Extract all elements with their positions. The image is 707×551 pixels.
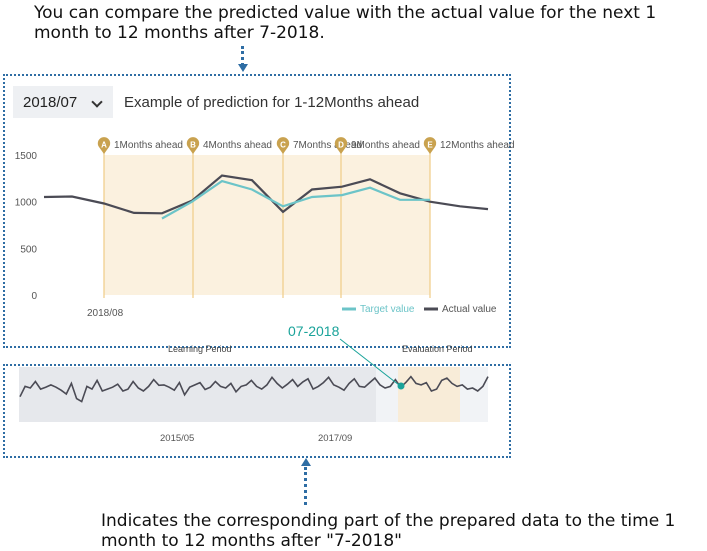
horizon-letter-d: D — [338, 141, 344, 150]
horizon-letter-a: A — [101, 141, 107, 150]
prediction-band — [104, 155, 430, 295]
horizon-letter-c: C — [280, 141, 286, 150]
pointer-line — [339, 338, 400, 386]
bottom-arrow-line — [304, 467, 307, 505]
target-value-line — [161, 179, 430, 220]
navigator-gap-region — [376, 367, 398, 422]
navigator-tick-2017: 2017/09 — [318, 433, 352, 444]
navigator-series-line — [19, 375, 489, 403]
month-select[interactable]: 2018/07 — [13, 86, 113, 118]
navigator-tick-2015: 2015/05 — [160, 433, 194, 444]
y-tick-label: 0 — [31, 291, 37, 302]
horizon-pin-a — [97, 137, 111, 154]
evaluation-period-region[interactable] — [398, 367, 460, 422]
pointer-label: 07-2018 — [288, 323, 340, 339]
y-tick-label: 500 — [20, 244, 37, 255]
top-arrow-head — [238, 64, 248, 72]
horizon-pin-b — [186, 137, 200, 154]
prediction-panel-frame — [3, 74, 511, 348]
chart-heading: Example of prediction for 1-12Months ahe… — [124, 94, 420, 111]
learning-period-region — [19, 367, 376, 422]
y-tick-label: 1000 — [15, 198, 38, 209]
pointer-dot — [397, 382, 405, 390]
top-arrow-line — [241, 46, 244, 66]
legend-target: Target value — [360, 304, 415, 315]
month-select-value: 2018/07 — [23, 93, 78, 111]
legend: Target value Actual value — [342, 304, 497, 315]
x-tick-label: 2018/08 — [87, 308, 124, 319]
horizon-pin-d — [334, 137, 348, 154]
legend-actual: Actual value — [442, 304, 497, 315]
bottom-annotation: Indicates the corresponding part of the … — [101, 511, 676, 551]
horizon-label-c: 7Months ahead — [293, 140, 362, 151]
actual-value-line — [43, 174, 489, 215]
horizon-pin-c — [276, 137, 290, 154]
bottom-arrow-head — [301, 458, 311, 466]
horizon-label-a: 1Months ahead — [114, 140, 183, 151]
horizon-pin-e — [423, 137, 437, 154]
horizon-letter-e: E — [427, 141, 433, 150]
navigator-tail-region — [460, 367, 488, 422]
learning-period-label: Learning Period — [168, 344, 232, 354]
evaluation-period-label: Evaluation Period — [402, 344, 473, 354]
top-annotation: You can compare the predicted value with… — [34, 3, 657, 43]
horizon-label-b: 4Months ahead — [203, 140, 272, 151]
horizon-label-e: 12Months ahead — [440, 140, 515, 151]
navigator-frame — [3, 364, 511, 458]
horizon-label-d: 9Months ahead — [351, 140, 420, 151]
y-tick-label: 1500 — [15, 151, 38, 162]
horizon-letter-b: B — [190, 141, 196, 150]
